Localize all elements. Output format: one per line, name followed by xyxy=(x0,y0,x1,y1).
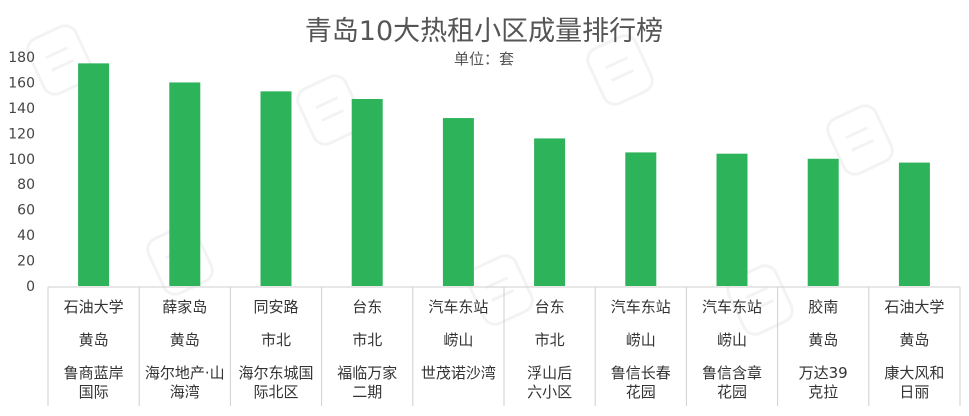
category-community-label: 浮山后 xyxy=(527,364,572,382)
category-community-label: 二期 xyxy=(352,383,382,401)
watermark-mark xyxy=(826,104,894,176)
category-community-label: 海尔地产·山 xyxy=(145,364,225,382)
bar xyxy=(169,82,201,286)
category-community-label: 日丽 xyxy=(899,383,929,401)
y-tick-label: 20 xyxy=(17,254,35,270)
category-area-label: 黄岛 xyxy=(899,331,929,349)
category-area-label: 市北 xyxy=(352,331,382,349)
bar xyxy=(534,138,566,286)
category-district-label: 汽车东站 xyxy=(702,298,762,316)
category-community-label: 鲁商蓝岸 xyxy=(64,364,124,382)
category-community-label: 海湾 xyxy=(170,383,200,401)
category-community-label: 万达39 xyxy=(799,364,848,382)
y-tick-label: 100 xyxy=(8,152,35,168)
category-community-label: 福临万家 xyxy=(337,364,397,382)
y-tick-label: 180 xyxy=(8,50,35,66)
category-district-label: 同安路 xyxy=(253,298,298,316)
y-axis: 0 20 40 60 80 100 120 140 160 180 xyxy=(8,50,35,295)
category-district-label: 汽车东站 xyxy=(428,298,488,316)
category-area-label: 崂山 xyxy=(443,331,473,349)
category-area-label: 市北 xyxy=(535,331,565,349)
bars xyxy=(78,63,930,286)
category-district-label: 石油大学 xyxy=(884,298,944,316)
y-tick-label: 120 xyxy=(8,126,35,142)
category-area-label: 崂山 xyxy=(626,331,656,349)
bar xyxy=(78,63,110,286)
chart-subtitle: 单位：套 xyxy=(454,50,514,68)
category-community-label: 国际 xyxy=(79,383,109,401)
y-tick-label: 80 xyxy=(17,177,35,193)
bar xyxy=(442,118,474,286)
chart-title: 青岛10大热租小区成量排行榜 xyxy=(305,16,663,47)
bar xyxy=(625,152,657,286)
category-area-label: 黄岛 xyxy=(79,331,109,349)
y-tick-label: 40 xyxy=(17,228,35,244)
y-tick-label: 60 xyxy=(17,203,35,219)
category-community-label: 康大风和 xyxy=(884,364,944,382)
category-community-label: 际北区 xyxy=(253,383,298,401)
bar xyxy=(807,158,839,286)
category-community-label: 海尔东城国 xyxy=(238,364,313,382)
bar xyxy=(898,162,930,286)
category-district-label: 台东 xyxy=(535,298,565,316)
category-area-label: 市北 xyxy=(261,331,291,349)
bar xyxy=(716,153,748,286)
bar xyxy=(351,98,383,286)
category-district-label: 薛家岛 xyxy=(162,298,207,316)
category-community-label: 六小区 xyxy=(527,383,572,401)
category-community-label: 世茂诺沙湾 xyxy=(421,364,496,382)
category-community-label: 鲁信含章 xyxy=(702,364,762,382)
category-area-label: 黄岛 xyxy=(170,331,200,349)
y-tick-label: 0 xyxy=(26,279,35,295)
watermark-mark xyxy=(466,254,534,326)
watermark-layer xyxy=(26,24,894,336)
y-tick-label: 160 xyxy=(8,75,35,91)
category-district-label: 汽车东站 xyxy=(611,298,671,316)
category-community-label: 花园 xyxy=(717,383,747,401)
category-area-label: 崂山 xyxy=(717,331,747,349)
y-tick-label: 140 xyxy=(8,101,35,117)
bar xyxy=(260,91,292,286)
category-district-label: 台东 xyxy=(352,298,382,316)
category-district-label: 胶南 xyxy=(808,298,838,316)
category-district-label: 石油大学 xyxy=(64,298,124,316)
category-community-label: 克拉 xyxy=(808,383,838,401)
watermark-mark xyxy=(26,24,94,96)
category-community-label: 鲁信长春 xyxy=(611,364,671,382)
category-area-label: 黄岛 xyxy=(808,331,838,349)
category-community-label: 花园 xyxy=(626,383,656,401)
watermark-mark xyxy=(586,34,654,106)
